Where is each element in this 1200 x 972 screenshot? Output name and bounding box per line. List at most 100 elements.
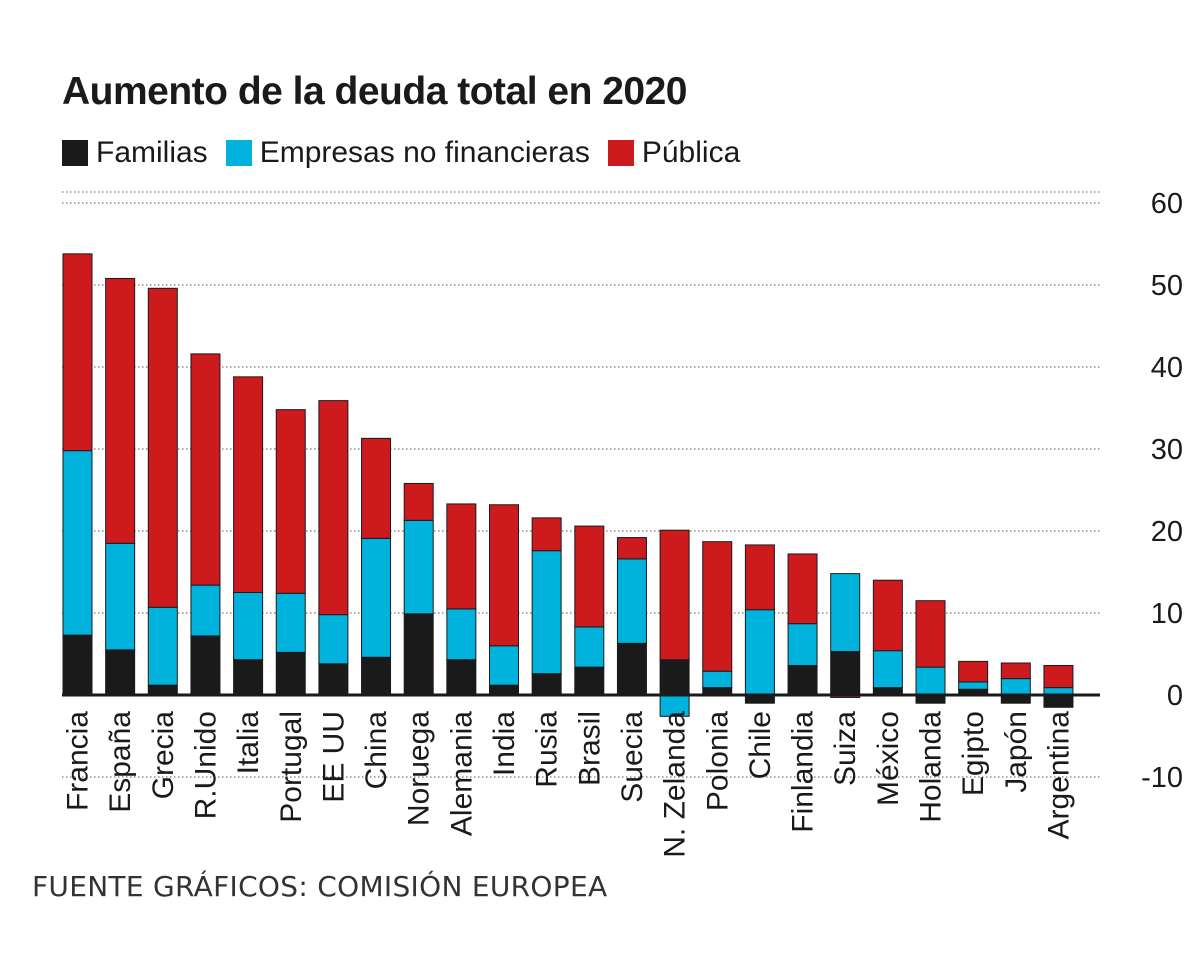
- bar-segment: [233, 592, 264, 661]
- legend-label-publica: Pública: [641, 136, 741, 169]
- bar-segment: [830, 573, 861, 653]
- bar-segment: [233, 376, 264, 593]
- bar-segment: [105, 542, 136, 651]
- source-note: FUENTE GRÁFICOS: COMISIÓN EUROPEA: [32, 870, 608, 903]
- bar-segment: [147, 287, 178, 608]
- bar-segment: [744, 609, 775, 696]
- bar-segment: [702, 670, 733, 689]
- bar-segment: [446, 659, 477, 696]
- legend-swatch-empresas: [225, 140, 252, 166]
- x-tick-label: Noruega: [403, 711, 436, 826]
- bar-segment: [403, 613, 434, 696]
- x-tick-label: R.Unido: [189, 711, 222, 819]
- bar-segment: [616, 558, 647, 644]
- x-tick-label: Japón: [1000, 711, 1033, 793]
- bar-segment: [446, 608, 477, 661]
- x-tick-label: México: [872, 711, 905, 806]
- bar-segment: [531, 550, 562, 675]
- bar-segment: [787, 553, 818, 625]
- bar-segment: [1043, 694, 1074, 708]
- bar-segment: [403, 482, 434, 521]
- bar-segment: [318, 400, 349, 616]
- bar-segment: [275, 592, 306, 653]
- x-tick-label: Polonia: [701, 711, 734, 811]
- x-tick-label: Francia: [62, 711, 95, 811]
- x-tick-label: Argentina: [1042, 711, 1075, 840]
- x-tick-label: Chile: [744, 711, 777, 779]
- x-tick-label: Brasil: [573, 711, 606, 786]
- bar-segment: [489, 645, 519, 686]
- bar-segment: [1000, 662, 1031, 680]
- bar-segment: [531, 673, 562, 696]
- y-tick-label: -10: [1141, 762, 1183, 794]
- y-tick-label: 50: [1151, 270, 1183, 302]
- bar-segment: [62, 634, 93, 696]
- x-tick-label: Holanda: [915, 711, 948, 823]
- bar-segment: [787, 664, 818, 696]
- bar-segment: [361, 537, 392, 658]
- bar-segment: [787, 623, 818, 666]
- bar-segment: [318, 663, 349, 696]
- bar-segment: [915, 666, 946, 696]
- bar-segment: [574, 626, 605, 668]
- bar-segment: [958, 660, 989, 683]
- x-tick-label: Suiza: [829, 711, 862, 786]
- bar-segment: [446, 503, 477, 610]
- chart-title: Aumento de la deuda total en 2020: [62, 70, 687, 113]
- bar-segment: [531, 517, 562, 552]
- bar-segment: [361, 437, 392, 539]
- x-tick-label: Portugal: [275, 711, 308, 823]
- legend-swatch-familias: [62, 140, 88, 166]
- x-tick-label: India: [488, 711, 521, 776]
- bar-segment: [659, 659, 690, 696]
- x-tick-label: N. Zelanda: [659, 711, 692, 858]
- bar-segment: [62, 450, 93, 636]
- bar-segment: [872, 579, 903, 652]
- x-tick-label: Grecia: [147, 711, 180, 800]
- bar-segment: [275, 651, 306, 696]
- y-tick-label: 20: [1151, 516, 1183, 548]
- bar-segment: [574, 525, 605, 628]
- bar-segment: [1043, 664, 1074, 689]
- bar-segment: [190, 353, 221, 586]
- bar-segment: [190, 635, 221, 696]
- bar-segment: [702, 541, 733, 672]
- x-tick-label: España: [104, 711, 137, 813]
- y-tick-label: 30: [1151, 434, 1183, 466]
- x-tick-label: Suecia: [616, 711, 649, 803]
- y-tick-label: 10: [1151, 598, 1183, 630]
- bar-segment: [574, 666, 605, 696]
- chart-legend: Familias Empresas no financieras Pública: [62, 136, 758, 170]
- legend-item-familias: Familias: [62, 136, 208, 170]
- x-tick-label: Rusia: [531, 711, 564, 788]
- y-tick-label: 0: [1167, 680, 1183, 712]
- y-tick-label: 40: [1151, 352, 1183, 384]
- bar-segment: [233, 659, 264, 696]
- bar-segment: [275, 409, 306, 594]
- bar-segment: [616, 537, 647, 560]
- bar-segment: [958, 681, 989, 690]
- x-tick-label: EE UU: [317, 711, 350, 803]
- bar-segment: [147, 606, 178, 686]
- bar-segment: [915, 600, 946, 668]
- bar-segment: [659, 529, 690, 661]
- bar-segment: [830, 651, 861, 696]
- bar-segment: [361, 656, 392, 696]
- x-tick-label: Egipto: [957, 711, 990, 796]
- bar-segment: [105, 649, 136, 696]
- x-tick-label: Italia: [232, 711, 265, 775]
- legend-label-empresas: Empresas no financieras: [259, 136, 590, 169]
- y-tick-label: 60: [1151, 188, 1183, 220]
- bar-segment: [190, 584, 221, 637]
- legend-item-publica: Pública: [607, 136, 741, 170]
- bar-segment: [744, 544, 775, 611]
- bar-segment: [403, 519, 434, 615]
- bar-segment: [62, 253, 93, 452]
- legend-label-familias: Familias: [96, 136, 208, 169]
- legend-item-empresas: Empresas no financieras: [225, 136, 590, 170]
- legend-swatch-publica: [607, 140, 634, 166]
- x-tick-label: Alemania: [445, 711, 478, 836]
- bar-segment: [1000, 678, 1031, 696]
- x-tick-label: Finlandia: [787, 711, 820, 833]
